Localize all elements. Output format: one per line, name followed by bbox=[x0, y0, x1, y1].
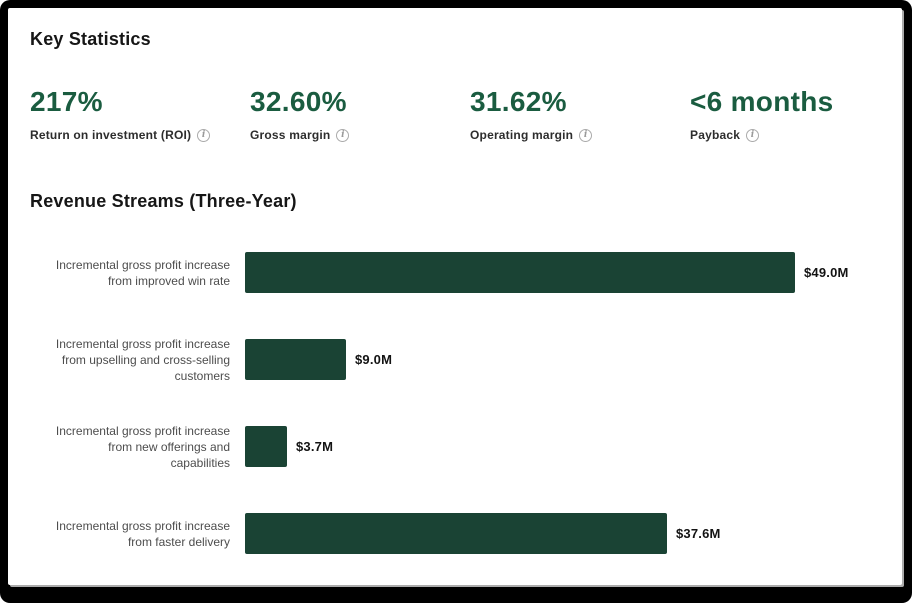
stat-label-operating-margin: Operating margin bbox=[470, 128, 574, 142]
stat-payback: <6 months Payback i bbox=[690, 86, 834, 142]
bar-value-label: $37.6M bbox=[676, 526, 721, 541]
stat-operating-margin: 31.62% Operating margin i bbox=[470, 86, 690, 142]
stat-value-roi: 217% bbox=[30, 86, 103, 117]
bar-category-label: Incremental gross profit increase from ne… bbox=[30, 423, 230, 471]
stat-label-row-roi: Return on investment (ROI) i bbox=[30, 128, 250, 142]
bar-category-label-line: Incremental gross profit increase bbox=[55, 257, 230, 272]
chart-row: Incremental gross profit increase from im… bbox=[30, 252, 880, 293]
bar-category-label-line: capabilities bbox=[170, 455, 230, 470]
bar-category-label: Incremental gross profit increase from fa… bbox=[30, 518, 230, 550]
stat-value-payback: <6 months bbox=[690, 86, 834, 117]
bar bbox=[245, 426, 287, 467]
bar bbox=[245, 252, 795, 293]
stat-label-row-payback: Payback i bbox=[690, 128, 834, 142]
bar-area: $37.6M bbox=[245, 513, 880, 554]
bar-area: $49.0M bbox=[245, 252, 880, 293]
bar bbox=[245, 339, 346, 380]
stat-label-payback: Payback bbox=[690, 128, 741, 142]
bar-category-label-line: Incremental gross profit increase bbox=[55, 336, 230, 351]
bar-area: $9.0M bbox=[245, 339, 880, 380]
chart-row: Incremental gross profit increase from ne… bbox=[30, 424, 880, 470]
bar-area: $3.7M bbox=[245, 426, 880, 467]
bar-value-label: $3.7M bbox=[296, 439, 334, 454]
bar-value-label: $49.0M bbox=[804, 265, 849, 280]
info-icon[interactable]: i bbox=[746, 128, 760, 142]
bar-category-label-line: Incremental gross profit increase bbox=[55, 518, 230, 533]
bar-value-label: $9.0M bbox=[355, 352, 393, 367]
bar-category-label-line: from faster delivery bbox=[127, 534, 230, 549]
chart-row: Incremental gross profit increase from fa… bbox=[30, 513, 880, 554]
bar-category-label: Incremental gross profit increase from im… bbox=[30, 257, 230, 289]
bar-category-label-line: Incremental gross profit increase bbox=[55, 423, 230, 438]
stat-label-row-operating-margin: Operating margin i bbox=[470, 128, 690, 142]
bar-category-label-line: from new offerings and bbox=[108, 439, 230, 454]
stat-label-row-gross-margin: Gross margin i bbox=[250, 128, 470, 142]
stat-label-gross-margin: Gross margin bbox=[250, 128, 331, 142]
bar-category-label: Incremental gross profit increase from up… bbox=[30, 336, 230, 384]
stat-value-gross-margin: 32.60% bbox=[250, 86, 347, 117]
info-icon[interactable]: i bbox=[197, 128, 211, 142]
revenue-streams-title: Revenue Streams (Three-Year) bbox=[30, 191, 297, 211]
stat-label-roi: Return on investment (ROI) bbox=[30, 128, 192, 142]
key-statistics-title: Key Statistics bbox=[30, 29, 151, 49]
chart-row: Incremental gross profit increase from up… bbox=[30, 337, 880, 383]
stat-value-operating-margin: 31.62% bbox=[470, 86, 567, 117]
stat-gross-margin: 32.60% Gross margin i bbox=[250, 86, 470, 142]
revenue-streams-bar-chart: Incremental gross profit increase from im… bbox=[30, 252, 880, 554]
bar-category-label-line: customers bbox=[174, 368, 230, 383]
bar-category-label-line: from upselling and cross-selling bbox=[61, 352, 230, 367]
key-statistics-row: 217% Return on investment (ROI) i 32.60% Gro… bbox=[30, 86, 880, 142]
bar-category-label-line: from improved win rate bbox=[107, 273, 230, 288]
report-card: Key Statistics 217% Return on investment … bbox=[8, 8, 902, 585]
bar bbox=[245, 513, 667, 554]
info-icon[interactable]: i bbox=[336, 128, 350, 142]
stat-roi: 217% Return on investment (ROI) i bbox=[30, 86, 250, 142]
info-icon[interactable]: i bbox=[579, 128, 593, 142]
